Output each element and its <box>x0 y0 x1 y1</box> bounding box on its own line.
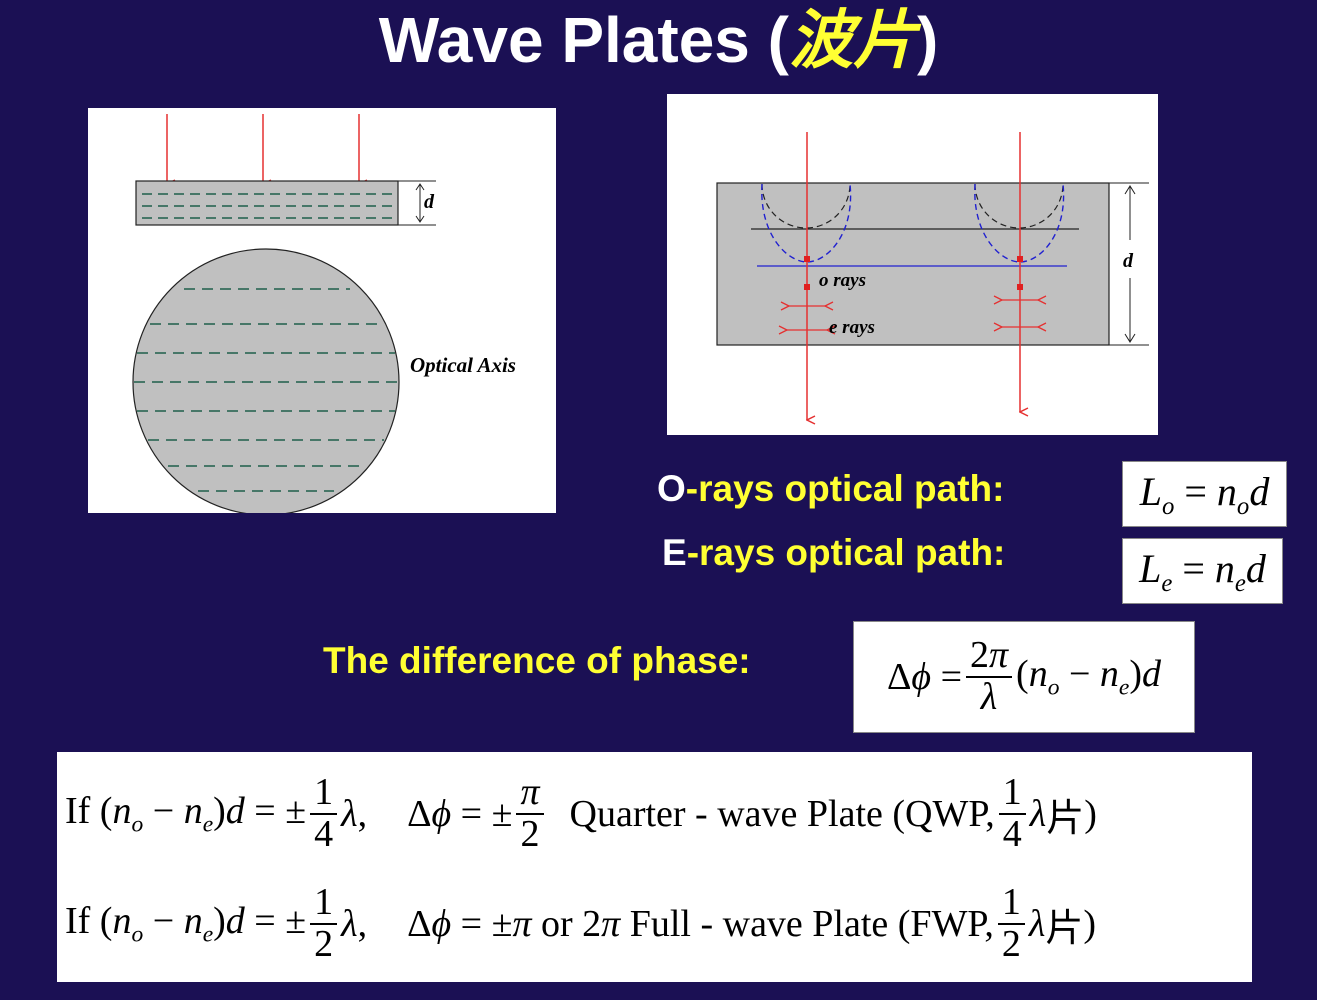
o-rays-path-label: O-rays optical path: <box>657 468 1005 509</box>
ray-propagation-figure: d o rays e rays <box>667 94 1158 435</box>
ray-propagation-diagram: d o rays e rays <box>716 132 1149 435</box>
pian-char: 片 <box>1046 797 1085 840</box>
slide-title: Wave Plates (波片) <box>0 2 1317 79</box>
qwp-name: Quarter - wave Plate (QWP, <box>569 793 995 835</box>
phase-difference-formula: Δϕ = 2π λ (no − ne)d <box>853 621 1195 733</box>
wave-plate-diagram: d Optical Axis <box>132 114 516 516</box>
title-english: Wave Plates ( <box>378 4 789 76</box>
e-path-formula: Le = ned <box>1122 538 1283 604</box>
thickness-label: d <box>1123 250 1134 272</box>
o-ray-point <box>1017 284 1023 290</box>
title-chinese: 波片 <box>788 3 917 78</box>
thickness-arrowheads <box>415 183 425 223</box>
o-rays-label: o rays <box>819 270 866 291</box>
e-rays-label: e rays <box>829 317 875 338</box>
pian-char: 片 <box>1045 907 1084 950</box>
phase-difference-label: The difference of phase: <box>323 640 751 681</box>
title-close-paren: ) <box>916 4 939 76</box>
thickness-label: d <box>424 191 435 213</box>
plate-cross-section <box>716 182 1110 346</box>
o-ray-point <box>804 256 810 262</box>
or-word: or <box>541 903 573 945</box>
fwp-name: Full - wave Plate (FWP, <box>629 903 994 945</box>
o-ray-point <box>1017 256 1023 262</box>
wave-plate-figure: d Optical Axis <box>88 108 556 516</box>
optical-axis-label: Optical Axis <box>410 353 516 377</box>
e-rays-path-label: E-rays optical path: <box>662 532 1006 573</box>
o-path-formula: Lo = nod <box>1122 461 1287 527</box>
optical-axis-lines <box>134 288 398 492</box>
o-ray-point <box>804 284 810 290</box>
thickness-arrowheads <box>1124 185 1136 343</box>
